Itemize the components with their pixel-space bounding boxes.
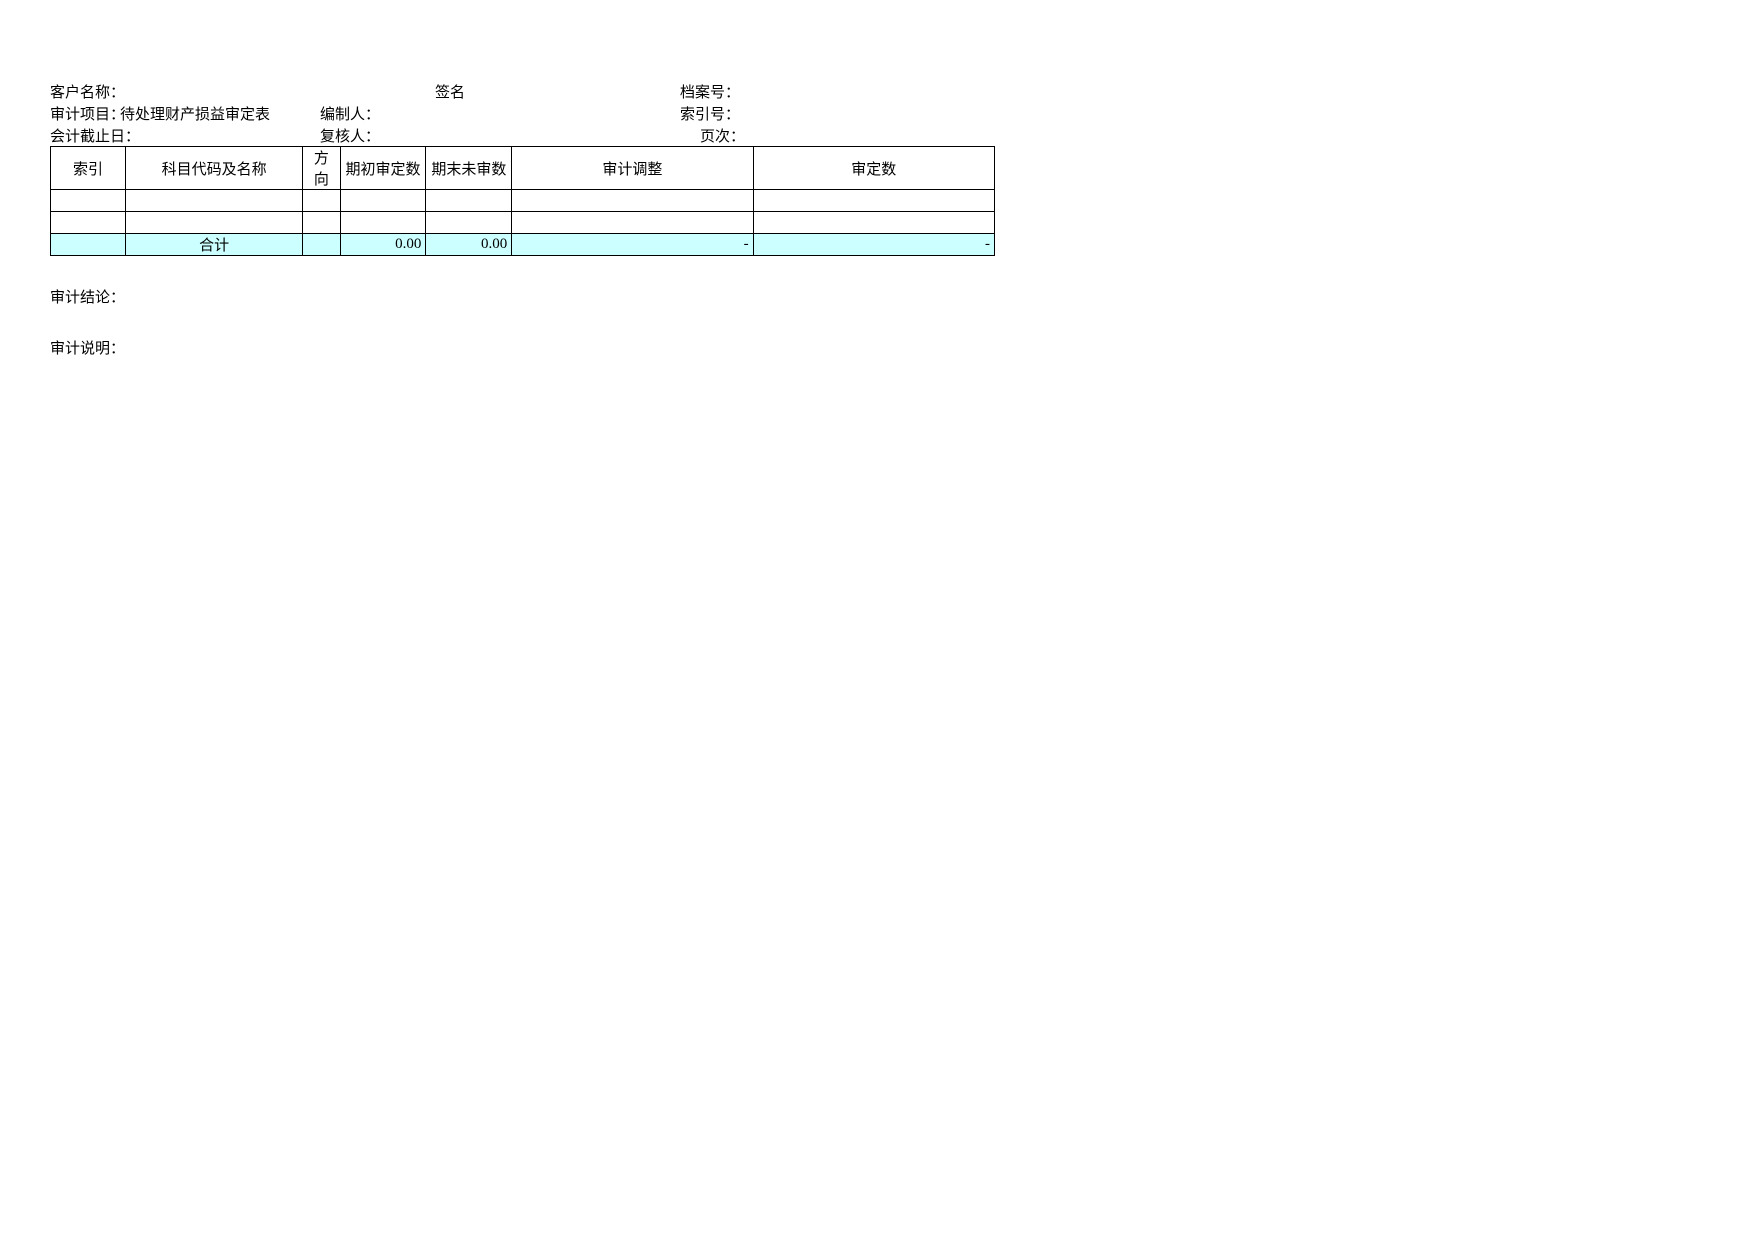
cell-verified [753, 190, 994, 212]
th-unaudited: 期末未审数 [426, 147, 512, 190]
cell-adjustment [512, 212, 753, 234]
th-adjustment: 审计调整 [512, 147, 753, 190]
cell-subject [126, 212, 303, 234]
cell-index [51, 190, 126, 212]
index-label: 索引号： [680, 103, 760, 124]
audit-table: 索引 科目代码及名称 方向 期初审定数 期末未审数 审计调整 审定数 [50, 146, 995, 256]
header-row-1: 客户名称： 签名 档案号： [50, 80, 995, 102]
table-row [51, 190, 995, 212]
explanation-label: 审计说明： [50, 337, 1704, 358]
cell-unaudited [426, 190, 512, 212]
client-label: 客户名称： [50, 81, 120, 102]
total-adjustment: - [512, 234, 753, 256]
cell-index [51, 212, 126, 234]
audit-item-value: 待处理财产损益审定表 [120, 103, 320, 124]
total-label: 合计 [126, 234, 303, 256]
cell-initial [340, 212, 426, 234]
th-initial: 期初审定数 [340, 147, 426, 190]
th-index: 索引 [51, 147, 126, 190]
cell-unaudited [426, 212, 512, 234]
cell-initial [340, 190, 426, 212]
cell-direction [303, 190, 341, 212]
table-row [51, 212, 995, 234]
cell-direction [303, 212, 341, 234]
th-verified: 审定数 [753, 147, 994, 190]
total-verified: - [753, 234, 994, 256]
footer-section: 审计结论： 审计说明： [50, 286, 1704, 358]
page-label: 页次： [680, 125, 745, 146]
cell-subject [126, 190, 303, 212]
table-total-row: 合计 0.00 0.00 - - [51, 234, 995, 256]
header-section: 客户名称： 签名 档案号： 审计项目： 待处理财产损益审定表 编制人： 索引号：… [50, 80, 995, 146]
total-index [51, 234, 126, 256]
header-row-2: 审计项目： 待处理财产损益审定表 编制人： 索引号： [50, 102, 995, 124]
prepared-by-label: 编制人： [320, 103, 400, 124]
total-initial: 0.00 [340, 234, 426, 256]
closing-date-label: 会计截止日： [50, 125, 150, 146]
reviewer-label: 复核人： [320, 125, 400, 146]
cell-adjustment [512, 190, 753, 212]
cell-verified [753, 212, 994, 234]
audit-item-label: 审计项目： [50, 103, 120, 124]
total-unaudited: 0.00 [426, 234, 512, 256]
file-label: 档案号： [680, 81, 760, 102]
th-subject: 科目代码及名称 [126, 147, 303, 190]
th-direction: 方向 [303, 147, 341, 190]
header-row-3: 会计截止日： 复核人： 页次： [50, 124, 995, 146]
table-header-row: 索引 科目代码及名称 方向 期初审定数 期末未审数 审计调整 审定数 [51, 147, 995, 190]
signature-label: 签名 [400, 81, 500, 102]
conclusion-label: 审计结论： [50, 286, 1704, 307]
total-direction [303, 234, 341, 256]
